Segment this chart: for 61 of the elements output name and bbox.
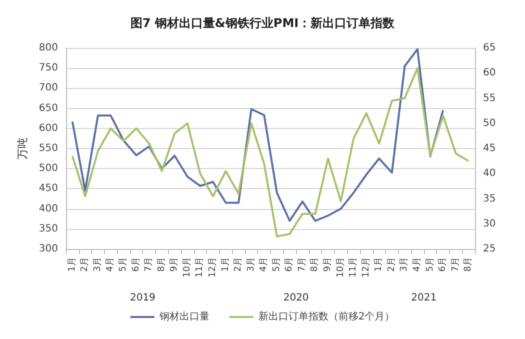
x-tick-label: 4月 — [412, 257, 422, 272]
x-tick-label: 5月 — [272, 257, 282, 272]
y-tick-label: 550 — [38, 143, 58, 154]
y-tick-label: 450 — [38, 183, 58, 194]
y2-tick-label: 25 — [483, 244, 496, 254]
x-tick-label: 11月 — [348, 257, 359, 278]
legend-label: 钢材出口量 — [158, 310, 210, 322]
legend-label: 新出口订单指数（前移2个月） — [258, 310, 395, 322]
x-tick-label: 3月 — [246, 257, 256, 272]
y2-tick-label: 55 — [483, 92, 496, 104]
x-tick-label: 9月 — [170, 257, 180, 272]
y-axis-title: 万吨 — [16, 138, 30, 160]
x-tick-label: 7月 — [450, 257, 461, 272]
x-tick-label: 6月 — [131, 257, 142, 272]
y2-tick-label: 45 — [483, 143, 496, 154]
y-tick-label: 500 — [38, 163, 58, 174]
x-tick-label: 3月 — [92, 257, 103, 272]
x-tick-label: 2月 — [80, 257, 90, 272]
y-tick-label: 600 — [38, 122, 58, 134]
x-tick-label: 7月 — [297, 257, 308, 272]
x-tick-label: 11月 — [195, 257, 206, 278]
x-tick-label: 5月 — [425, 257, 436, 272]
y2-tick-label: 50 — [483, 118, 496, 129]
text: 2021 — [411, 292, 437, 304]
x-tick-label: 3月 — [400, 257, 410, 272]
x-tick-label: 10月 — [182, 257, 192, 278]
x-tick-label: 7月 — [144, 257, 154, 272]
x-tick-label: 6月 — [438, 257, 448, 272]
y-tick-label: 800 — [38, 42, 58, 54]
y-tick-label: 700 — [38, 82, 58, 94]
y-tick-label: 350 — [38, 223, 58, 234]
y-tick-label: 400 — [38, 203, 58, 214]
x-tick-label: 8月 — [310, 257, 320, 272]
x-tick-label: 12月 — [361, 257, 372, 278]
x-tick-label: 2月 — [386, 257, 397, 272]
y2-tick-label: 30 — [483, 218, 496, 230]
text: 2019 — [130, 292, 156, 304]
y2-tick-label: 35 — [483, 193, 496, 204]
line-series — [71, 48, 444, 222]
y2-tick-label: 60 — [483, 68, 496, 79]
x-tick-label: 9月 — [323, 257, 334, 272]
y-tick-label: 300 — [38, 244, 58, 254]
line-series — [71, 67, 470, 238]
x-tick-label: 8月 — [156, 257, 167, 272]
x-tick-label: 1月 — [220, 257, 231, 272]
x-tick-label: 6月 — [284, 257, 295, 272]
x-tick-label: 12月 — [208, 257, 218, 278]
x-tick-label: 10月 — [336, 257, 346, 278]
x-tick-label: 1月 — [67, 257, 78, 272]
x-tick-label: 8月 — [464, 257, 474, 272]
y2-tick-label: 65 — [483, 42, 496, 54]
y-tick-label: 650 — [38, 102, 58, 114]
text: 2020 — [283, 292, 309, 304]
x-tick-label: 4月 — [259, 257, 270, 272]
x-tick-label: 4月 — [106, 257, 116, 272]
x-tick-label: 2月 — [234, 257, 244, 272]
chart-title: 图7 钢材出口量&钢铁行业PMI：新出口订单指数 — [130, 16, 396, 30]
x-tick-label: 5月 — [118, 257, 129, 272]
y2-tick-label: 40 — [483, 168, 496, 180]
x-tick-label: 1月 — [374, 257, 384, 272]
y-tick-label: 750 — [38, 62, 58, 74]
